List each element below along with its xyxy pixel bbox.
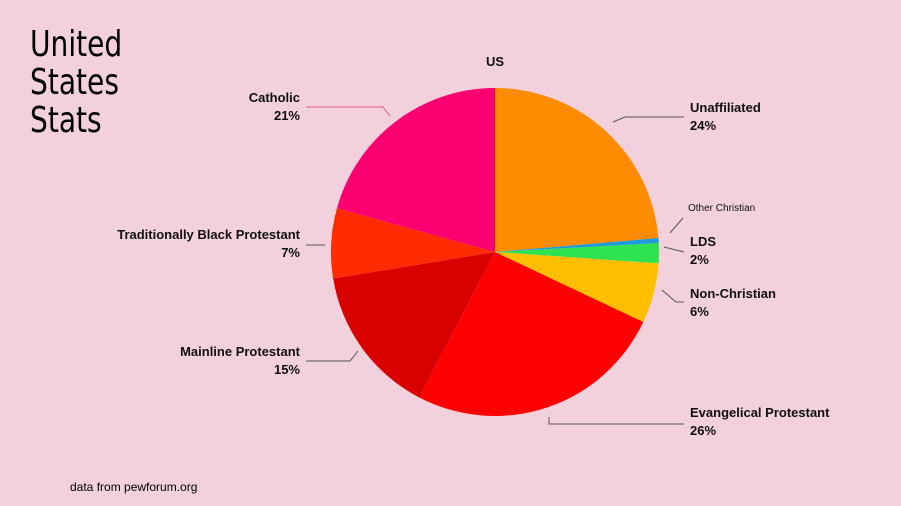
leader-lines	[306, 106, 685, 425]
pie-slice-evangelical-protestant	[419, 252, 644, 416]
slice-value-label-unaffiliated: 24%	[690, 118, 716, 133]
chart-title: US	[486, 54, 504, 69]
slide-title-line-3: Stats	[30, 100, 102, 141]
pie-slice-mainline-protestant	[333, 252, 495, 398]
pie-slice-other-christian	[495, 238, 659, 252]
pie-slice-lds	[495, 243, 659, 264]
slide-title-line-1: United	[30, 24, 123, 65]
leader-line-catholic	[306, 106, 391, 117]
slide-title: United States Stats	[30, 26, 122, 140]
slice-labels: Unaffiliated 24% Other Christian LDS 2% Non-C…	[117, 90, 830, 438]
leader-line-other-christian	[669, 217, 684, 234]
slice-name-label-non-christian: Non-Christian	[690, 286, 776, 301]
slice-value-label-mainline-protestant: 15%	[274, 362, 300, 377]
slice-value-label-catholic: 21%	[274, 108, 300, 123]
slide-title-line-2: States	[30, 62, 119, 103]
source-note: data from pewforum.org	[70, 480, 198, 494]
slice-value-label-traditionally-black-protestant: 7%	[281, 245, 300, 260]
leader-line-mainline-protestant	[306, 350, 359, 362]
slice-name-label-mainline-protestant: Mainline Protestant	[180, 344, 301, 359]
pie-slice-catholic	[336, 88, 495, 252]
slice-name-label-unaffiliated: Unaffiliated	[690, 100, 761, 115]
pie-slice-traditionally-black-protestant	[331, 208, 495, 279]
slice-value-label-lds: 2%	[690, 252, 709, 267]
pie-slices	[331, 88, 659, 416]
leader-line-unaffiliated	[612, 116, 684, 123]
slice-name-label-lds: LDS	[690, 234, 716, 249]
leader-line-non-christian	[661, 289, 684, 303]
slice-name-label-catholic: Catholic	[249, 90, 300, 105]
leader-line-lds	[663, 246, 685, 253]
leader-line-evangelical-protestant	[548, 417, 684, 425]
slice-value-label-non-christian: 6%	[690, 304, 709, 319]
slice-name-label-evangelical-protestant: Evangelical Protestant	[690, 405, 830, 420]
slice-value-label-evangelical-protestant: 26%	[690, 423, 716, 438]
slice-name-label-other-christian: Other Christian	[688, 203, 755, 214]
pie-slice-non-christian	[495, 252, 659, 323]
slice-name-label-traditionally-black-protestant: Traditionally Black Protestant	[117, 227, 300, 242]
pie-slice-unaffiliated	[495, 88, 659, 252]
